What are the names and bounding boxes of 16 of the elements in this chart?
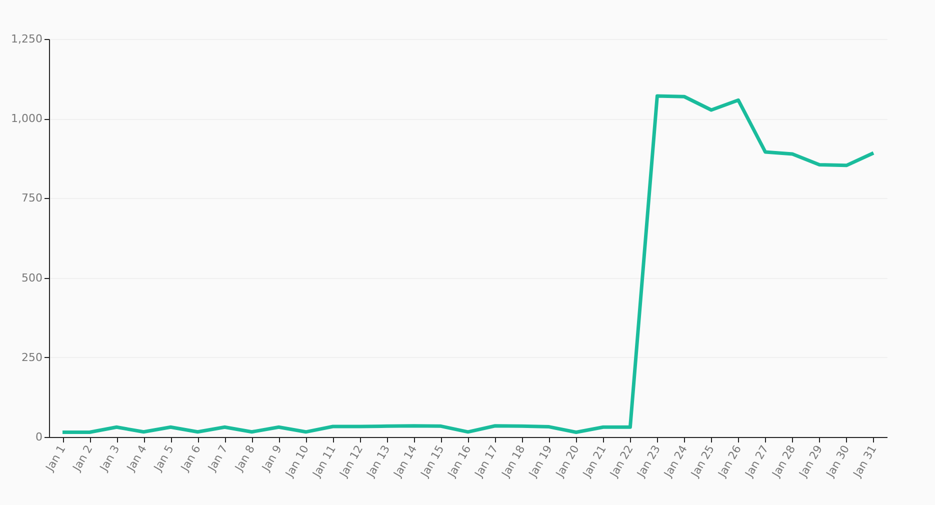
y-tick-label: 0 [36,430,42,444]
y-tick-label: 1,000 [11,112,42,126]
line-series [60,94,876,434]
x-tick-label: Jan 9 [258,443,284,474]
x-tick-label: Jan 7 [204,443,230,474]
x-tick-label: Jan 8 [232,443,258,474]
y-tick-label: 500 [22,271,42,284]
x-tick-label: Jan 6 [178,443,204,474]
x-tick-label: Jan 3 [96,443,122,474]
y-tick-label: 750 [22,192,42,205]
x-tick-label: Jan 2 [70,443,96,474]
y-tick-label: 1,250 [11,32,42,46]
x-tick-label: Jan 5 [150,443,176,474]
y-tick-label: 250 [22,350,42,364]
x-tick-label: Jan 4 [124,443,150,474]
x-tick-label: Jan 1 [42,443,68,474]
